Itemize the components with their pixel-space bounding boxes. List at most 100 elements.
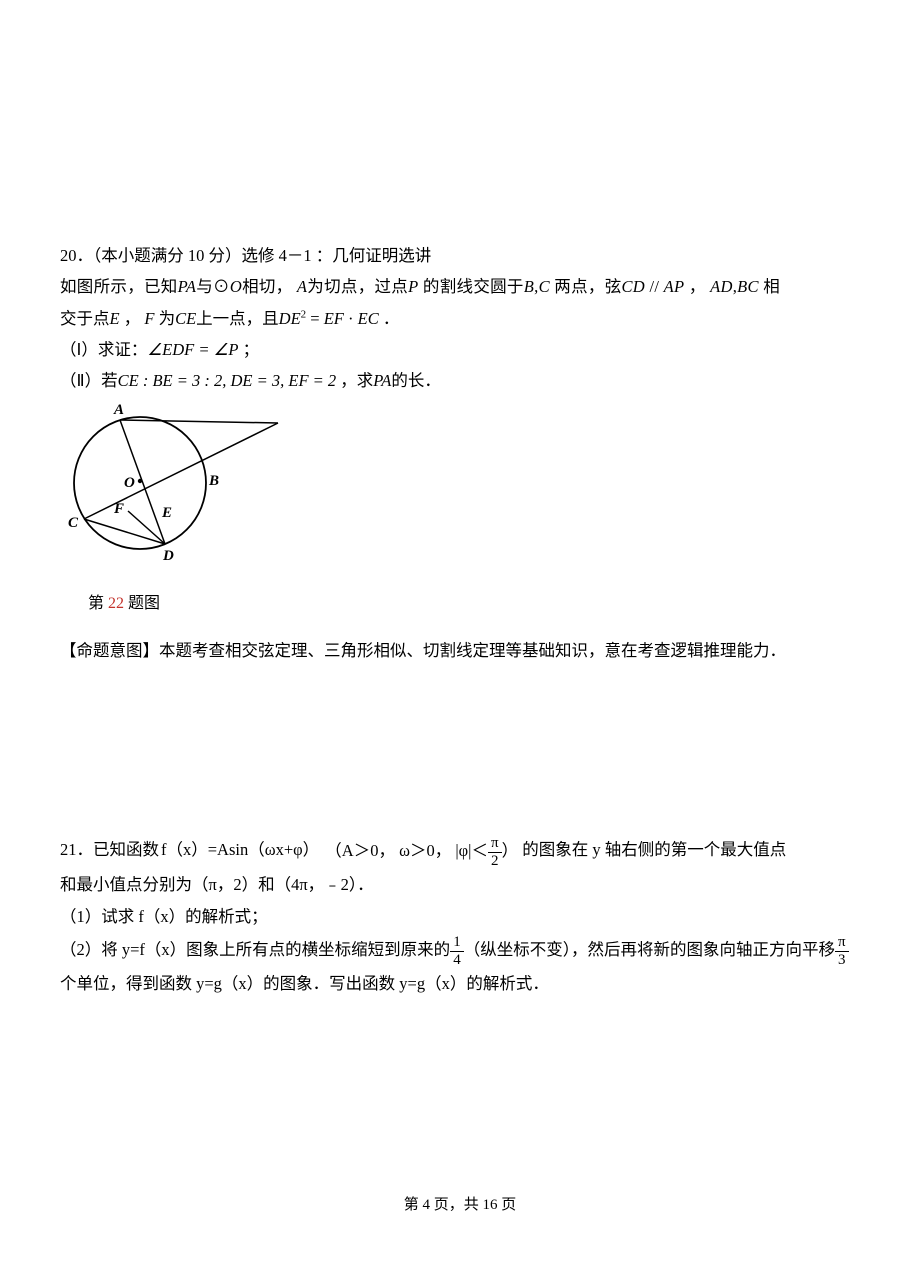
denominator: 2 [488, 853, 502, 870]
denominator: 3 [835, 952, 849, 969]
numerator: π [835, 934, 849, 952]
q20-header-text: （本小题满分 10 分）选修 4－1 ：几何证明选讲 [93, 246, 431, 265]
text: （纵坐标不变），然后再将新的图象向轴正方向平移 [464, 940, 835, 959]
q21-line1: 21．已知函数f（x）=Asin（ωx+φ） （A＞0， ω＞0， |φ|＜π2… [60, 832, 860, 869]
cond-a: A＞0， [342, 841, 395, 860]
var-bc: BC [737, 277, 759, 296]
svg-text:B: B [208, 473, 219, 489]
page-footer: 第 4 页，共 16 页 [0, 1191, 920, 1220]
svg-text:A: A [113, 403, 124, 418]
paren-open: （ [325, 841, 342, 860]
text: 为切点，过点 [307, 277, 408, 296]
text: 交于点 [60, 309, 110, 328]
svg-text:C: C [68, 515, 79, 531]
var-pa: PA [373, 371, 391, 390]
q21-line2: 和最小值点分别为（π，2）和（4π，﹣2）． [60, 869, 860, 900]
page-total: 16 [483, 1197, 498, 1213]
var-o: O [230, 277, 242, 296]
var-a: A [297, 277, 307, 296]
svg-text:F: F [113, 501, 124, 517]
q21-part1: （1）试求 f（x）的解析式； [60, 901, 860, 932]
text: 和最小值点分别为（π，2）和（4π，﹣2）． [60, 875, 374, 894]
q21-part2a: （2）将 y=f（x）图象上所有点的横坐标缩短到原来的14（纵坐标不变），然后再… [60, 932, 860, 968]
fraction-1-4: 14 [450, 934, 464, 968]
var-p: P [408, 277, 418, 296]
paren-close: ） [502, 841, 519, 860]
text: ， [684, 277, 710, 296]
footer-mid: 页，共 [430, 1197, 483, 1213]
text: 的图象在 y 轴右侧的第一个最大值点 [522, 840, 786, 859]
q20-number: 20． [60, 246, 93, 265]
var-ef: EF [324, 309, 344, 328]
question-20-block: 20．（本小题满分 10 分）选修 4－1 ：几何证明选讲 如图所示，已知PA与… [60, 240, 860, 667]
text: 两点，弦 [550, 277, 622, 296]
text: 相切， [242, 277, 297, 296]
text: 上一点，且 [196, 309, 279, 328]
fraction-pi-2: π2 [488, 835, 502, 869]
q21-number: 21． [60, 840, 93, 859]
var-ce: CE [175, 309, 196, 328]
text: 如图所示，已知 [60, 277, 178, 296]
text: 相 [759, 277, 780, 296]
text: 与⊙ [196, 277, 230, 296]
text: （1）试求 f（x）的解析式； [60, 907, 268, 926]
footer-suffix: 页 [498, 1197, 517, 1213]
var-cd: CD [622, 277, 646, 296]
var-pa: PA [178, 277, 197, 296]
q20-line2: 交于点E ， F 为CE上一点，且DE2 = EF · EC ． [60, 303, 860, 334]
var-ad: AD [710, 277, 733, 296]
var-e: E [110, 309, 120, 328]
intent-text: 本题考查相交弦定理、三角形相似、切割线定理等基础知识，意在考查逻辑推理能力． [159, 641, 786, 660]
svg-text:O: O [124, 475, 135, 491]
fraction-pi-3: π3 [835, 934, 849, 968]
numerator: π [488, 835, 502, 853]
parallel: // [645, 277, 664, 296]
equals: = [306, 309, 324, 328]
text: 为 [154, 309, 175, 328]
var-b: B [524, 277, 534, 296]
var-ec: EC [358, 309, 379, 328]
q20-intent: 【命题意图】本题考查相交弦定理、三角形相似、切割线定理等基础知识，意在考查逻辑推… [60, 635, 860, 666]
var-f: F [144, 309, 154, 328]
numerator: 1 [450, 934, 464, 952]
text: ； [239, 340, 260, 359]
var-c: C [539, 277, 550, 296]
svg-text:D: D [162, 548, 174, 563]
caption-number: 22 [108, 595, 124, 612]
part2-label: （Ⅱ）若 [60, 371, 118, 390]
q20-line1: 如图所示，已知PA与⊙O相切， A为切点，过点P 的割线交圆于B,C 两点，弦C… [60, 271, 860, 302]
angle-equation: ∠EDF = ∠P [147, 340, 238, 359]
q20-part1: （Ⅰ）求证：∠EDF = ∠P ； [60, 334, 860, 365]
caption-suffix: 题图 [124, 595, 160, 612]
footer-prefix: 第 [404, 1197, 423, 1213]
text: 个单位，得到函数 y=g（x）的图象．写出函数 y=g（x）的解析式． [60, 974, 549, 993]
denominator: 4 [450, 952, 464, 969]
q21-part2b: 个单位，得到函数 y=g（x）的图象．写出函数 y=g（x）的解析式． [60, 968, 860, 999]
text: ， [120, 309, 145, 328]
var-ap: AP [664, 277, 685, 296]
text: 的长． [391, 371, 441, 390]
text: ，求 [336, 371, 373, 390]
cond-w: ω＞0， [399, 841, 451, 860]
caption-prefix: 第 [88, 595, 108, 612]
text: 的割线交圆于 [419, 277, 524, 296]
ratio-equation: CE : BE = 3 : 2, DE = 3, EF = 2 [118, 371, 337, 390]
intent-label: 【命题意图】 [60, 641, 159, 660]
condition-box: （A＞0， ω＞0， |φ|＜π2） [325, 833, 518, 869]
q20-figure: APBCDEFO [60, 403, 860, 573]
svg-text:E: E [161, 505, 172, 521]
q20-header: 20．（本小题满分 10 分）选修 4－1 ：几何证明选讲 [60, 240, 860, 271]
text: ． [379, 309, 400, 328]
q20-part2: （Ⅱ）若CE : BE = 3 : 2, DE = 3, EF = 2 ，求PA… [60, 365, 860, 396]
text: （2）将 y=f（x）图象上所有点的横坐标缩短到原来的 [60, 940, 450, 959]
var-de: DE [279, 309, 301, 328]
cond-phi: |φ|＜ [455, 841, 488, 860]
question-21-block: 21．已知函数f（x）=Asin（ωx+φ） （A＞0， ω＞0， |φ|＜π2… [60, 832, 860, 1000]
geometry-diagram: APBCDEFO [60, 403, 280, 563]
part1-label: （Ⅰ）求证： [60, 340, 147, 359]
text: 已知函数 [93, 840, 159, 859]
fx-expression: f（x）=Asin（ωx+φ） [159, 840, 321, 859]
page-current: 4 [422, 1197, 430, 1213]
dot: · [344, 309, 358, 328]
figure-caption: 第 22 题图 [88, 589, 860, 619]
